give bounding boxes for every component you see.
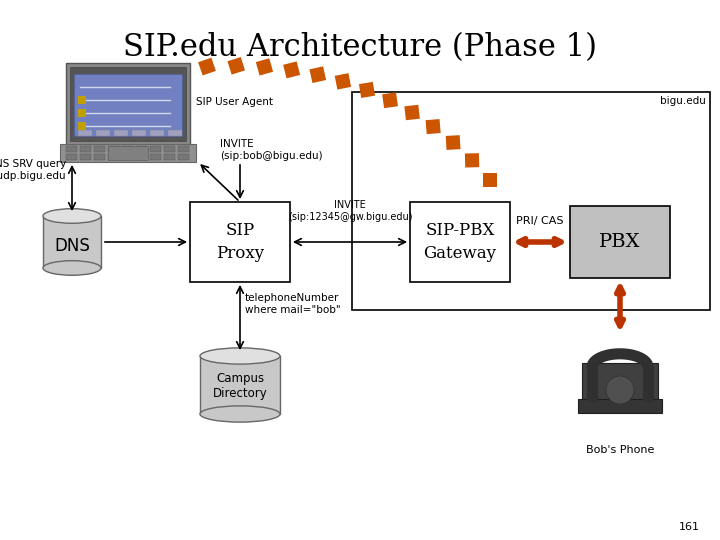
Bar	[446, 135, 461, 150]
Bar	[483, 173, 497, 187]
Bar	[66, 63, 190, 145]
Bar	[122, 146, 133, 152]
Bar	[582, 363, 658, 407]
Ellipse shape	[43, 261, 101, 275]
Text: SIP
Proxy: SIP Proxy	[216, 222, 264, 261]
Text: SIP User Agent: SIP User Agent	[196, 97, 273, 107]
Bar	[43, 216, 101, 268]
Bar	[405, 105, 420, 120]
Bar	[335, 73, 351, 90]
Bar	[108, 146, 148, 160]
Bar	[94, 146, 105, 152]
Text: PRI/ CAS: PRI/ CAS	[516, 216, 564, 226]
Bar	[150, 154, 161, 160]
Text: 161: 161	[679, 522, 700, 532]
Ellipse shape	[43, 209, 101, 223]
Bar	[70, 67, 186, 141]
Bar	[66, 146, 77, 152]
Bar	[426, 119, 441, 134]
Bar	[108, 146, 119, 152]
Text: Campus
Directory: Campus Directory	[212, 372, 267, 400]
Bar	[136, 146, 147, 152]
Bar	[178, 146, 189, 152]
Bar	[190, 202, 290, 282]
Bar	[66, 154, 77, 160]
Bar	[122, 154, 133, 160]
Bar	[578, 399, 662, 413]
Bar	[78, 130, 92, 136]
Bar	[108, 154, 119, 160]
Bar	[198, 58, 216, 76]
Bar	[256, 58, 273, 76]
Text: PBX: PBX	[599, 233, 641, 251]
Bar	[150, 130, 164, 136]
Bar	[78, 96, 86, 104]
Bar	[410, 202, 510, 282]
Bar	[359, 82, 375, 98]
Bar	[164, 146, 175, 152]
Bar	[60, 144, 196, 162]
Bar	[136, 154, 147, 160]
Text: DNS SRV query
sip.udp.bigu.edu: DNS SRV query sip.udp.bigu.edu	[0, 159, 66, 181]
Circle shape	[606, 376, 634, 404]
Bar	[465, 153, 480, 167]
Bar	[132, 130, 146, 136]
Text: DNS: DNS	[54, 237, 90, 255]
Text: telephoneNumber
where mail="bob": telephoneNumber where mail="bob"	[245, 293, 341, 315]
Bar	[150, 146, 161, 152]
Bar	[200, 356, 280, 414]
Text: INVITE
(sip:bob@bigu.edu): INVITE (sip:bob@bigu.edu)	[220, 139, 323, 161]
Bar	[94, 154, 105, 160]
Ellipse shape	[200, 348, 280, 364]
Bar	[74, 74, 182, 136]
Bar	[78, 109, 86, 117]
Bar	[80, 154, 91, 160]
Ellipse shape	[200, 406, 280, 422]
Bar	[570, 206, 670, 278]
Text: Bob's Phone: Bob's Phone	[586, 445, 654, 455]
Bar	[96, 130, 110, 136]
Bar	[382, 92, 398, 108]
Bar	[352, 92, 710, 310]
Bar	[80, 146, 91, 152]
Bar	[310, 66, 326, 83]
Bar	[164, 154, 175, 160]
Text: SIP.edu Architecture (Phase 1): SIP.edu Architecture (Phase 1)	[123, 32, 597, 63]
Bar	[228, 57, 245, 75]
Text: bigu.edu: bigu.edu	[660, 96, 706, 106]
Text: SIP-PBX
Gateway: SIP-PBX Gateway	[423, 222, 497, 261]
Bar	[178, 154, 189, 160]
Bar	[168, 130, 182, 136]
Bar	[283, 62, 300, 78]
Bar	[78, 122, 86, 130]
Text: INVITE
(sip:12345@gw.bigu.edu): INVITE (sip:12345@gw.bigu.edu)	[288, 200, 413, 222]
Bar	[114, 130, 128, 136]
